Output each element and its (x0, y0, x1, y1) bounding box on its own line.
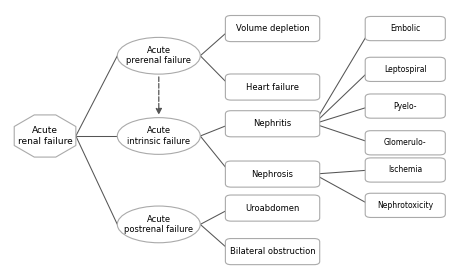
Text: Nephrotoxicity: Nephrotoxicity (377, 201, 433, 210)
Text: Acute
intrinsic failure: Acute intrinsic failure (127, 126, 191, 146)
FancyBboxPatch shape (365, 16, 445, 41)
Text: Leptospiral: Leptospiral (384, 65, 427, 74)
FancyBboxPatch shape (225, 111, 319, 137)
Text: Ischemia: Ischemia (388, 165, 422, 175)
Text: Acute
prerenal failure: Acute prerenal failure (126, 46, 191, 66)
FancyBboxPatch shape (365, 193, 445, 218)
Text: Acute
renal failure: Acute renal failure (18, 126, 73, 146)
Polygon shape (14, 115, 76, 157)
FancyBboxPatch shape (225, 74, 319, 100)
Text: Nephrosis: Nephrosis (252, 169, 293, 179)
Text: Volume depletion: Volume depletion (236, 24, 310, 33)
FancyBboxPatch shape (365, 57, 445, 82)
Ellipse shape (118, 37, 200, 74)
Text: Nephritis: Nephritis (254, 119, 292, 128)
FancyBboxPatch shape (365, 158, 445, 182)
Ellipse shape (118, 206, 200, 243)
FancyBboxPatch shape (365, 94, 445, 118)
FancyBboxPatch shape (225, 161, 319, 187)
Text: Acute
postrenal failure: Acute postrenal failure (124, 215, 193, 234)
Text: Embolic: Embolic (390, 24, 420, 33)
FancyBboxPatch shape (225, 16, 319, 42)
FancyBboxPatch shape (365, 131, 445, 155)
Text: Pyelo-: Pyelo- (393, 101, 417, 111)
Text: Heart failure: Heart failure (246, 82, 299, 92)
Text: Bilateral obstruction: Bilateral obstruction (230, 247, 315, 256)
Text: Glomerulo-: Glomerulo- (384, 138, 427, 147)
FancyBboxPatch shape (225, 239, 319, 265)
Ellipse shape (118, 118, 200, 154)
FancyBboxPatch shape (225, 195, 319, 221)
Text: Uroabdomen: Uroabdomen (246, 203, 300, 213)
